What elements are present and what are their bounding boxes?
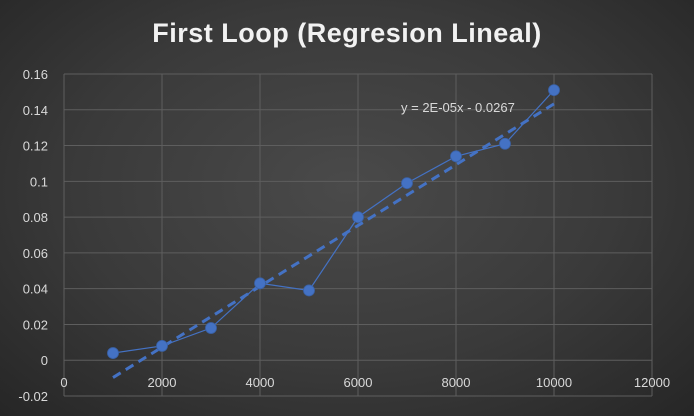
- series-group: [107, 84, 560, 359]
- data-point: [107, 347, 119, 359]
- data-point: [450, 150, 462, 163]
- y-tick-label: 0.08: [23, 210, 48, 225]
- y-tick-label: 0: [41, 353, 48, 368]
- x-tick-label: 4000: [246, 375, 275, 390]
- x-axis-ticks: 0 2000 4000 6000 8000 10000 12000: [60, 375, 670, 390]
- y-tick-label: 0.1: [30, 174, 48, 189]
- data-point: [254, 277, 266, 290]
- data-point: [499, 137, 511, 150]
- data-point: [401, 177, 413, 190]
- x-tick-label: 10000: [536, 375, 572, 390]
- data-point: [205, 322, 217, 334]
- x-tick-label: 12000: [634, 375, 670, 390]
- data-point: [548, 84, 560, 96]
- data-point: [352, 211, 364, 224]
- x-tick-label: 6000: [344, 375, 373, 390]
- x-tick-label: 8000: [442, 375, 471, 390]
- data-point: [156, 340, 168, 352]
- y-tick-label: 0.14: [23, 103, 48, 118]
- data-point: [303, 284, 315, 297]
- trendline-group: [112, 102, 555, 379]
- y-tick-label: 0.12: [23, 139, 48, 154]
- y-tick-label: -0.02: [18, 389, 48, 404]
- trendline-equation: y = 2E-05x - 0.0267: [401, 100, 515, 115]
- y-tick-label: 0.02: [23, 317, 48, 332]
- x-tick-label: 0: [60, 375, 67, 390]
- chart-title: First Loop (Regresion Lineal): [152, 18, 542, 48]
- trendline: [112, 102, 555, 379]
- y-tick-label: 0.04: [23, 282, 48, 297]
- series-line: [112, 89, 555, 354]
- y-tick-label: 0.06: [23, 246, 48, 261]
- y-axis-ticks: -0.02 0 0.02 0.04 0.06 0.08 0.1 0.12 0.14 0.16: [18, 67, 48, 404]
- y-tick-label: 0.16: [23, 67, 48, 82]
- x-tick-label: 2000: [148, 375, 177, 390]
